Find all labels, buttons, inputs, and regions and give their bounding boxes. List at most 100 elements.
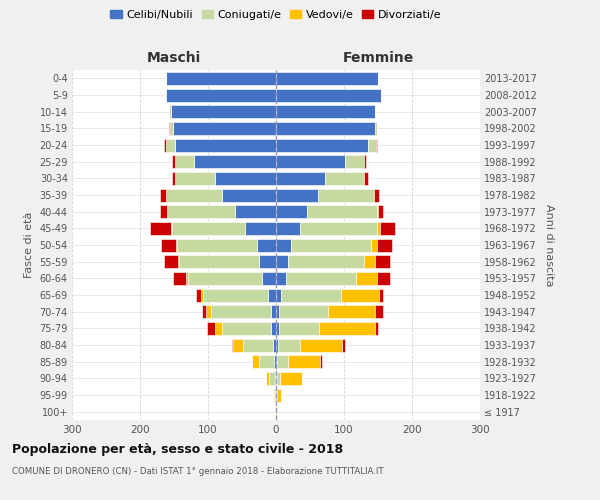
Bar <box>177 238 257 252</box>
Bar <box>276 205 307 218</box>
Bar <box>166 138 175 151</box>
Bar <box>186 272 188 285</box>
Bar <box>276 272 286 285</box>
Bar <box>341 288 379 302</box>
Bar <box>169 105 170 118</box>
Bar <box>233 338 242 351</box>
Bar <box>149 222 171 235</box>
Bar <box>319 322 374 335</box>
Bar <box>278 338 300 351</box>
Bar <box>235 205 276 218</box>
Bar <box>266 372 269 385</box>
Bar <box>170 105 276 118</box>
Bar <box>245 222 276 235</box>
Bar <box>346 155 364 168</box>
Bar <box>259 255 276 268</box>
Bar <box>374 305 383 318</box>
Bar <box>277 355 287 368</box>
Bar <box>221 322 271 335</box>
Text: Femmine: Femmine <box>343 51 413 65</box>
Bar <box>172 172 175 185</box>
Bar <box>300 338 342 351</box>
Bar <box>276 388 277 402</box>
Bar <box>276 238 291 252</box>
Bar <box>165 88 166 102</box>
Bar <box>175 172 215 185</box>
Bar <box>342 338 346 351</box>
Bar <box>211 305 271 318</box>
Bar <box>271 305 276 318</box>
Bar <box>202 305 206 318</box>
Bar <box>291 238 371 252</box>
Bar <box>377 272 389 285</box>
Bar <box>377 238 392 252</box>
Bar <box>325 172 364 185</box>
Bar <box>276 222 301 235</box>
Y-axis label: Anni di nascita: Anni di nascita <box>544 204 554 286</box>
Bar <box>276 372 277 385</box>
Bar <box>164 138 166 151</box>
Bar <box>164 255 178 268</box>
Text: Popolazione per età, sesso e stato civile - 2018: Popolazione per età, sesso e stato civil… <box>12 442 343 456</box>
Bar <box>262 272 276 285</box>
Bar <box>276 172 325 185</box>
Bar <box>276 305 280 318</box>
Bar <box>167 205 235 218</box>
Bar <box>273 338 276 351</box>
Bar <box>356 272 377 285</box>
Bar <box>275 388 276 402</box>
Bar <box>275 372 276 385</box>
Bar <box>276 122 374 135</box>
Bar <box>274 388 275 402</box>
Bar <box>200 288 203 302</box>
Y-axis label: Fasce di età: Fasce di età <box>24 212 34 278</box>
Bar <box>276 105 374 118</box>
Bar <box>169 122 170 135</box>
Bar <box>172 155 175 168</box>
Text: COMUNE DI DRONERO (CN) - Dati ISTAT 1° gennaio 2018 - Elaborazione TUTTITALIA.IT: COMUNE DI DRONERO (CN) - Dati ISTAT 1° g… <box>12 468 383 476</box>
Bar <box>307 205 377 218</box>
Legend: Celibi/Nubili, Coniugati/e, Vedovi/e, Divorziati/e: Celibi/Nubili, Coniugati/e, Vedovi/e, Di… <box>106 6 446 25</box>
Bar <box>259 355 274 368</box>
Bar <box>175 138 276 151</box>
Bar <box>161 238 176 252</box>
Bar <box>274 355 276 368</box>
Bar <box>301 222 377 235</box>
Bar <box>257 238 276 252</box>
Bar <box>179 255 259 268</box>
Bar <box>288 255 364 268</box>
Bar <box>170 122 173 135</box>
Bar <box>286 272 356 285</box>
Bar <box>318 188 374 202</box>
Bar <box>374 322 378 335</box>
Bar <box>320 355 322 368</box>
Bar <box>175 155 194 168</box>
Bar <box>173 272 186 285</box>
Bar <box>371 238 377 252</box>
Bar <box>166 72 276 85</box>
Bar <box>378 205 383 218</box>
Bar <box>203 288 268 302</box>
Bar <box>276 338 278 351</box>
Bar <box>273 388 274 402</box>
Bar <box>215 322 221 335</box>
Bar <box>280 372 302 385</box>
Bar <box>280 322 319 335</box>
Bar <box>377 205 378 218</box>
Bar <box>276 138 368 151</box>
Bar <box>173 122 276 135</box>
Bar <box>276 188 318 202</box>
Bar <box>194 155 276 168</box>
Bar <box>380 222 395 235</box>
Bar <box>276 405 277 418</box>
Bar <box>375 255 390 268</box>
Bar <box>276 255 288 268</box>
Bar <box>275 405 276 418</box>
Bar <box>364 255 375 268</box>
Bar <box>277 388 281 402</box>
Bar <box>176 238 177 252</box>
Bar <box>364 155 366 168</box>
Bar <box>374 105 375 118</box>
Bar <box>276 155 346 168</box>
Bar <box>215 172 276 185</box>
